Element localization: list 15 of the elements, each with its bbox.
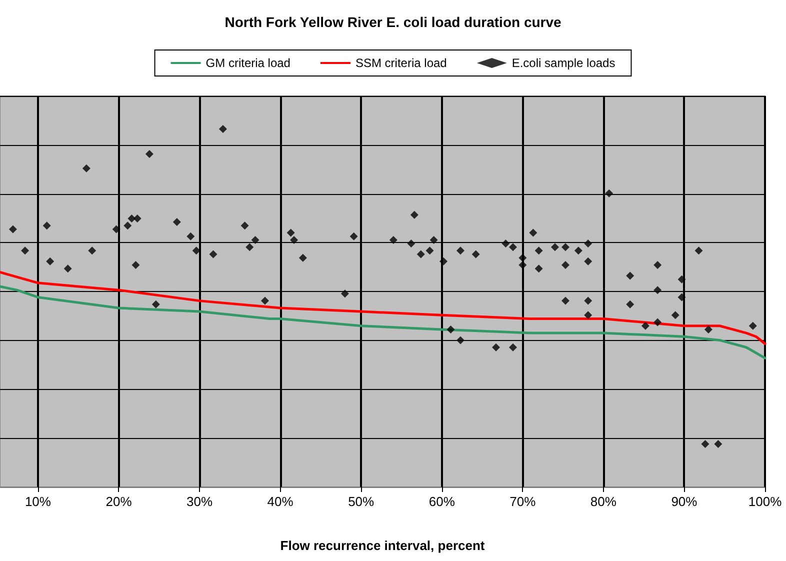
x-tick-label: 100% [748,494,782,509]
x-axis-title: Flow recurrence interval, percent [280,538,486,553]
x-tick-label: 70% [510,494,536,509]
x-tick-label: 40% [267,494,294,509]
legend-label: GM criteria load [206,56,290,70]
x-tick-label: 50% [348,494,375,509]
legend-label: E.coli sample loads [512,56,616,70]
x-tick-label: 80% [590,494,617,509]
x-tick-label: 10% [24,494,52,509]
chart-title: North Fork Yellow River E. coli load duration curve [224,14,562,30]
x-tick-label: 30% [186,494,213,509]
x-tick-label: 60% [428,494,456,509]
x-tick-label: 20% [106,494,132,509]
x-tick-label: 90% [671,494,698,509]
legend-label: SSM criteria load [355,56,447,70]
